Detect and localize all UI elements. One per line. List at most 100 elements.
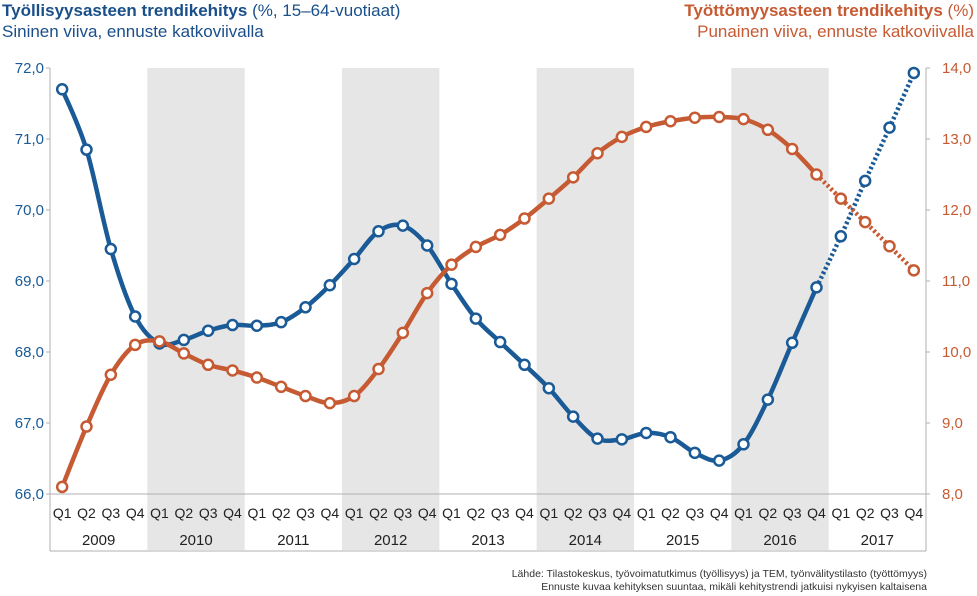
quarter-label: Q4 bbox=[223, 505, 242, 521]
employment-point bbox=[810, 281, 823, 294]
employment-point bbox=[323, 279, 337, 292]
left-axis-title: Työllisyysasteen trendikehitys (%, 15–64… bbox=[2, 1, 400, 21]
quarter-label: Q4 bbox=[418, 505, 437, 521]
employment-point bbox=[372, 225, 385, 238]
quarter-label: Q3 bbox=[783, 505, 802, 521]
employment-point bbox=[834, 230, 848, 243]
left-title-rest: (%, 15–64-vuotiaat) bbox=[247, 1, 401, 20]
year-band-2012 bbox=[342, 68, 440, 550]
unemployment-point bbox=[274, 380, 288, 394]
employment-point bbox=[883, 121, 896, 134]
year-label-2009: 2009 bbox=[82, 532, 115, 549]
employment-point bbox=[420, 239, 434, 252]
x-axis-labels: Q1 Q2 Q3 Q4 Q1 Q2 Q3 Q4 Q1 Q2 Q3 Q4 Q1 Q2 Q3 Q4 Q1 Q2 Q3 Q4… bbox=[53, 505, 924, 549]
quarter-label: Q1 bbox=[539, 505, 558, 521]
unemployment-point bbox=[226, 364, 239, 377]
unemployment-point bbox=[712, 110, 726, 124]
quarter-label: Q4 bbox=[612, 505, 631, 521]
unemployment-point bbox=[55, 480, 69, 494]
unemployment-point bbox=[907, 264, 921, 277]
employment-point bbox=[493, 335, 507, 349]
quarter-label: Q4 bbox=[710, 505, 729, 521]
quarter-label: Q2 bbox=[466, 505, 485, 521]
employment-point bbox=[226, 318, 239, 332]
right-axis-subtitle: Punainen viiva, ennuste katkoviivalla bbox=[697, 22, 974, 41]
left-tick-label: 69,0 bbox=[15, 273, 44, 290]
quarter-label: Q2 bbox=[77, 505, 96, 521]
series-points bbox=[55, 66, 921, 494]
quarter-label: Q2 bbox=[661, 505, 680, 521]
quarter-label: Q3 bbox=[491, 505, 510, 521]
employment-point bbox=[274, 315, 288, 329]
employment-point bbox=[907, 66, 921, 80]
employment-point bbox=[128, 310, 142, 323]
year-label-2012: 2012 bbox=[374, 532, 407, 549]
quarter-label: Q1 bbox=[247, 505, 266, 521]
employment-point bbox=[518, 358, 531, 372]
year-band-2010 bbox=[147, 68, 245, 550]
quarter-label: Q1 bbox=[150, 505, 169, 521]
quarter-label: Q3 bbox=[685, 505, 704, 521]
quarter-label: Q3 bbox=[393, 505, 412, 521]
unemployment-point bbox=[785, 142, 799, 156]
quarter-label: Q2 bbox=[369, 505, 388, 521]
year-label-2011: 2011 bbox=[277, 532, 309, 549]
quarter-label: Q2 bbox=[758, 505, 777, 521]
employment-point bbox=[615, 433, 629, 446]
unemployment-point bbox=[834, 192, 848, 205]
unemployment-point bbox=[347, 389, 361, 403]
employment-point bbox=[542, 381, 556, 395]
employment-point bbox=[761, 393, 775, 406]
unemployment-point bbox=[664, 115, 677, 128]
left-tick-label: 71,0 bbox=[15, 131, 44, 148]
right-tick-label: 8,0 bbox=[942, 486, 963, 503]
employment-point bbox=[712, 454, 726, 467]
quarter-label: Q2 bbox=[272, 505, 291, 521]
quarter-label: Q3 bbox=[588, 505, 607, 521]
quarter-label: Q2 bbox=[856, 505, 875, 521]
unemployment-point bbox=[542, 192, 556, 205]
employment-point bbox=[469, 312, 483, 325]
employment-point bbox=[445, 277, 458, 291]
year-label-2015: 2015 bbox=[666, 532, 699, 549]
footnote-forecast-note: Ennuste kuvaa kehityksen suuntaa, mikäli… bbox=[541, 581, 927, 593]
left-tick-label: 67,0 bbox=[15, 415, 44, 432]
unemployment-point bbox=[445, 258, 458, 271]
quarter-label: Q3 bbox=[880, 505, 899, 521]
left-tick-label: 70,0 bbox=[15, 202, 44, 219]
quarter-label: Q4 bbox=[515, 505, 534, 521]
unemployment-point bbox=[420, 286, 434, 300]
employment-point bbox=[80, 143, 93, 156]
employment-point bbox=[177, 333, 191, 347]
quarter-label: Q4 bbox=[807, 505, 826, 521]
employment-point bbox=[347, 252, 361, 266]
right-title-bold: Työttömyysasteen trendikehitys bbox=[684, 1, 943, 20]
unemployment-point bbox=[80, 420, 93, 433]
quarter-label: Q3 bbox=[101, 505, 120, 521]
unemployment-point bbox=[372, 362, 385, 376]
unemployment-point bbox=[128, 338, 142, 352]
quarter-label: Q1 bbox=[637, 505, 656, 521]
right-title-rest: (%) bbox=[942, 1, 974, 20]
right-tick-label: 14,0 bbox=[942, 60, 971, 77]
unemployment-point bbox=[153, 335, 166, 348]
employment-point bbox=[104, 242, 118, 256]
unemployment-point bbox=[883, 239, 896, 253]
employment-point bbox=[591, 432, 604, 445]
quarter-label: Q2 bbox=[174, 505, 193, 521]
quarter-label: Q1 bbox=[345, 505, 364, 521]
left-tick-label: 66,0 bbox=[15, 486, 44, 503]
unemployment-point bbox=[761, 123, 775, 137]
year-band-2016 bbox=[731, 68, 829, 550]
unemployment-point bbox=[615, 130, 629, 144]
right-tick-label: 13,0 bbox=[942, 131, 971, 148]
year-band-2014 bbox=[536, 68, 634, 550]
unemployment-point bbox=[810, 168, 823, 181]
quarter-label: Q1 bbox=[734, 505, 753, 521]
year-label-2014: 2014 bbox=[569, 532, 602, 549]
axes: 66,0 67,0 68,0 69,0 70,0 71,0 72,0 8,0 9,0 10,0 11… bbox=[15, 60, 971, 552]
unemployment-point bbox=[177, 347, 191, 360]
year-label-2010: 2010 bbox=[179, 532, 212, 549]
unemployment-point bbox=[566, 171, 580, 184]
